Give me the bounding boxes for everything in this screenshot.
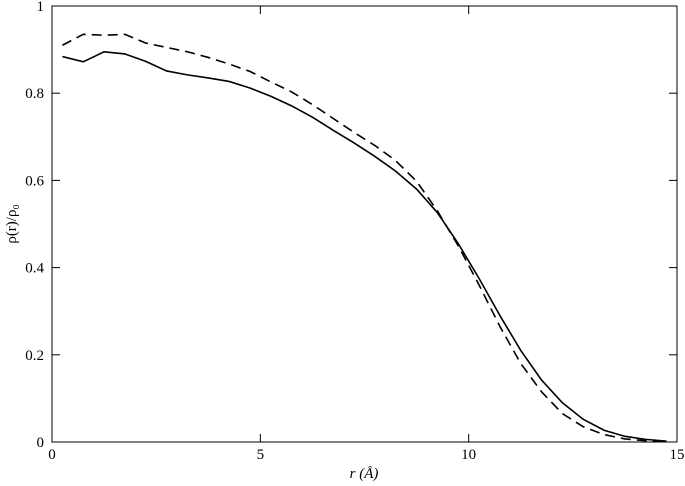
series-line <box>62 33 667 443</box>
x-tick-label: 5 <box>257 447 265 463</box>
x-tick-label: 15 <box>670 447 685 463</box>
x-axis-label: r (Å) <box>350 466 379 482</box>
plot-frame <box>51 5 678 443</box>
y-tick-label: 0.6 <box>25 173 44 189</box>
y-tick-label: 1 <box>37 0 45 15</box>
y-axis-label: ρ(r)/ρ₀ <box>4 204 20 243</box>
y-tick-label: 0 <box>37 435 45 451</box>
y-tick-label: 0.2 <box>25 348 44 364</box>
y-tick-label: 0.8 <box>25 86 44 102</box>
y-tick-label: 0.4 <box>25 261 44 277</box>
x-tick-label: 10 <box>461 447 476 463</box>
series-line <box>62 50 667 442</box>
x-tick-label: 0 <box>48 447 56 463</box>
